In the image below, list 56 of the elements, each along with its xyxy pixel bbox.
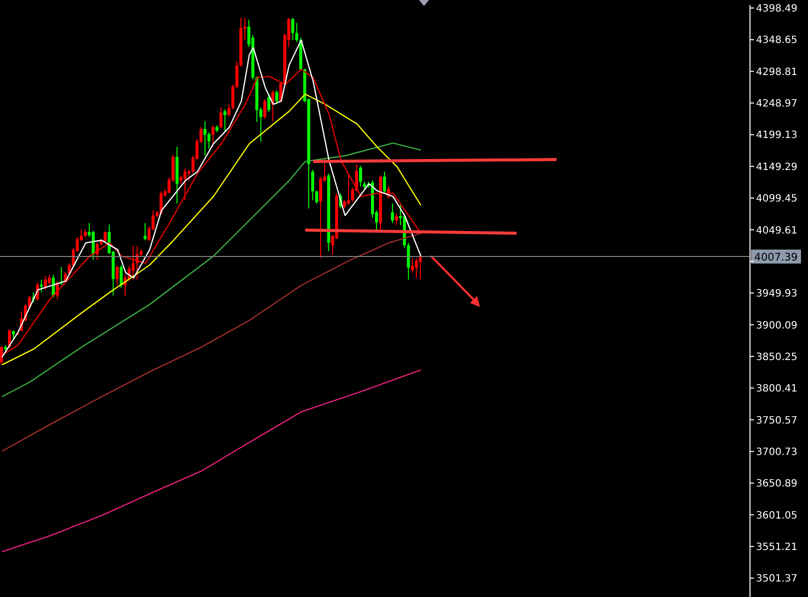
candlestick <box>207 132 210 150</box>
line-series <box>1 369 422 552</box>
y-tick-label: 3601.05 <box>756 510 798 522</box>
y-tick-label: 3850.25 <box>756 352 798 363</box>
line-series <box>1 232 422 452</box>
candlestick <box>223 108 226 133</box>
candlestick <box>390 202 394 224</box>
candlestick <box>311 169 314 201</box>
candlestick <box>92 230 95 260</box>
y-tick-label: 3700.73 <box>756 446 798 458</box>
candlestick <box>267 94 270 112</box>
candlestick <box>188 169 190 182</box>
candlestick <box>219 106 222 128</box>
y-tick-label: 3501.37 <box>756 574 798 585</box>
candlestick <box>120 264 123 288</box>
candlestick <box>394 213 398 226</box>
candlestick <box>184 168 187 201</box>
y-tick-label: 4248.97 <box>756 98 798 110</box>
y-tick-label: 3650.89 <box>756 478 798 490</box>
y-tick-label: 4199.13 <box>756 130 798 142</box>
candlestick <box>414 258 418 278</box>
candlestick <box>347 173 350 206</box>
candlestick <box>410 258 414 274</box>
y-tick-label: 3800.41 <box>756 384 798 395</box>
candlestick <box>116 265 119 286</box>
candlestick <box>275 90 278 105</box>
ref-line-label: 4007.39 <box>754 252 798 264</box>
y-tick-label: 3949.93 <box>756 288 798 300</box>
candlestick <box>291 17 294 41</box>
candlestick <box>406 242 410 280</box>
y-tick-label: 4149.29 <box>756 162 798 173</box>
y-tick-label: 4099.45 <box>756 194 798 205</box>
candlestick <box>295 22 298 42</box>
candlestick <box>211 124 214 148</box>
candlestick <box>104 230 107 243</box>
candlestick <box>96 242 99 260</box>
y-tick-label: 3551.21 <box>756 542 798 554</box>
y-tick-label: 4049.61 <box>756 225 798 236</box>
line-series <box>1 142 422 398</box>
y-tick-label: 4398.49 <box>756 4 798 15</box>
candlestick <box>359 165 362 187</box>
candlestick <box>203 120 206 156</box>
candlestick <box>160 190 163 215</box>
candlestick <box>227 104 230 117</box>
candlestick <box>144 222 147 241</box>
candlestick <box>263 98 266 120</box>
candlestick <box>319 176 322 259</box>
y-tick-label: 3750.57 <box>756 415 798 426</box>
y-tick-label: 4298.81 <box>756 66 798 78</box>
candlestick <box>315 190 318 204</box>
candlestick <box>0 346 3 365</box>
candlestick <box>48 274 51 286</box>
y-tick-label: 3900.09 <box>756 320 798 332</box>
candlestick <box>382 171 386 194</box>
y-tick-label: 4348.65 <box>756 35 798 46</box>
candlestick <box>132 245 135 280</box>
